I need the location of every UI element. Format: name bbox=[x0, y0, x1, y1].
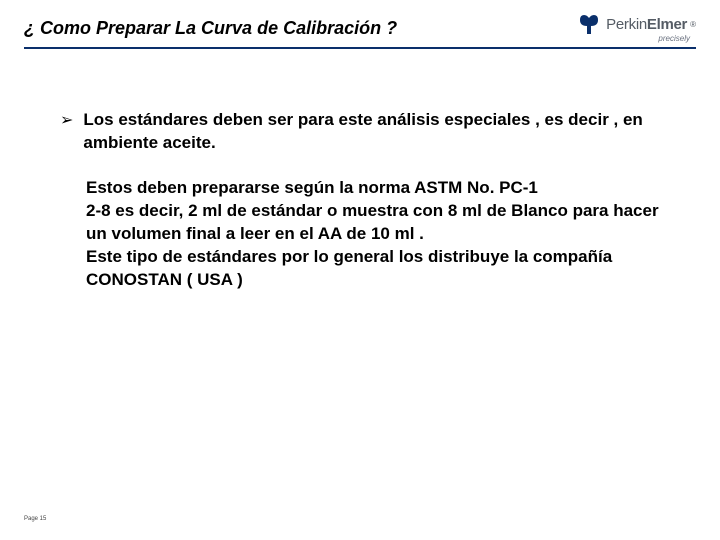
para-line: 2-8 es decir, 2 ml de estándar o muestra… bbox=[86, 200, 660, 246]
logo-thin: Perkin bbox=[606, 16, 647, 33]
logo-row: PerkinElmer ® bbox=[574, 12, 696, 36]
slide-title: ¿ Como Preparar La Curva de Calibración … bbox=[24, 18, 574, 39]
registered-mark: ® bbox=[690, 20, 696, 29]
bullet-glyph-icon: ➢ bbox=[60, 110, 73, 130]
perkinelmer-mark-icon bbox=[574, 12, 604, 36]
page-number: Page 15 bbox=[24, 516, 46, 522]
para-line: Este tipo de estándares por lo general l… bbox=[86, 246, 660, 292]
slide-header: ¿ Como Preparar La Curva de Calibración … bbox=[0, 0, 720, 43]
para-line: Estos deben prepararse según la norma AS… bbox=[86, 177, 660, 200]
slide-body: ➢ Los estándares deben ser para este aná… bbox=[0, 49, 720, 292]
bullet-item: ➢ Los estándares deben ser para este aná… bbox=[60, 109, 660, 155]
brand-logo: PerkinElmer ® precisely bbox=[574, 12, 696, 43]
logo-tagline: precisely bbox=[658, 34, 690, 43]
bullet-text: Los estándares deben ser para este análi… bbox=[83, 109, 660, 155]
paragraph: Estos deben prepararse según la norma AS… bbox=[86, 177, 660, 292]
logo-bold: Elmer bbox=[647, 16, 687, 33]
logo-wordmark: PerkinElmer bbox=[606, 16, 687, 33]
